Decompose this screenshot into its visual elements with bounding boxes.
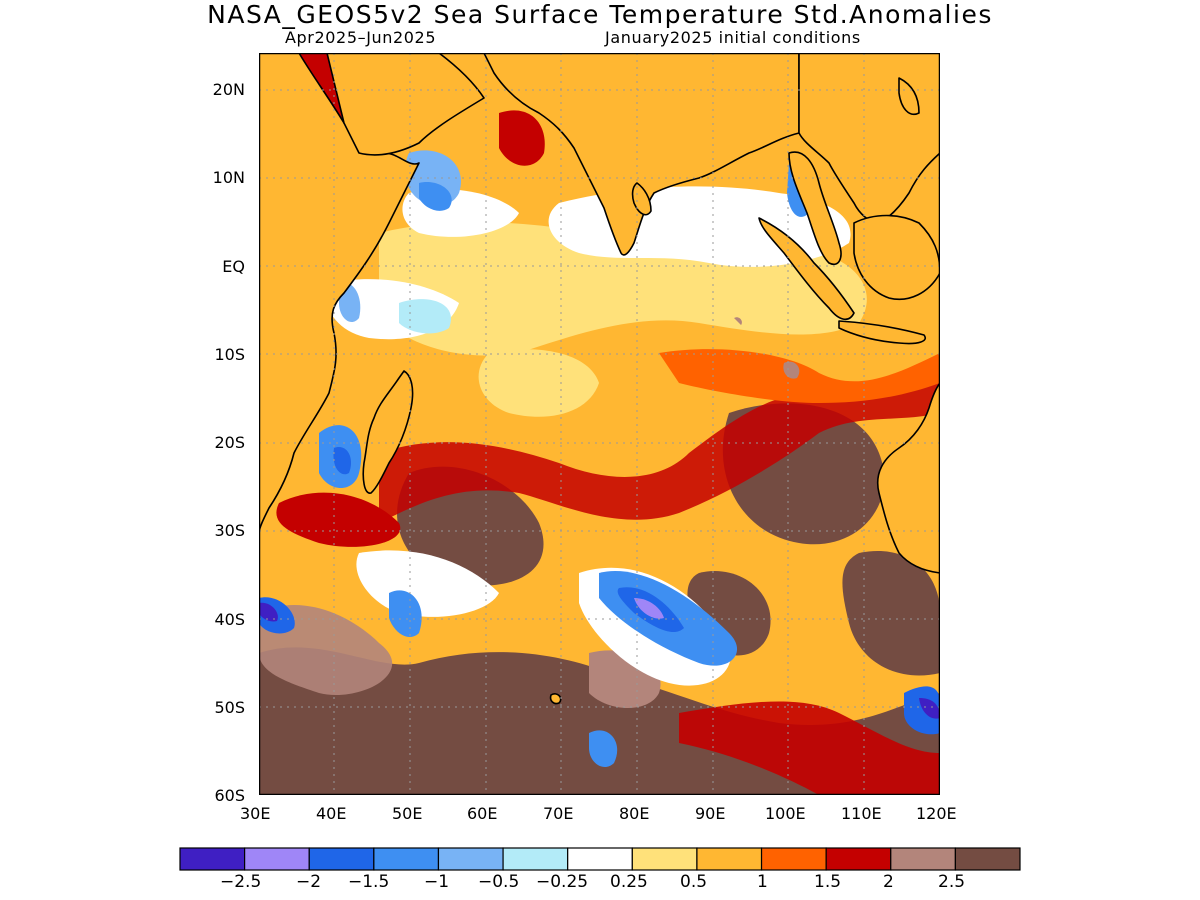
colorbar-label: 0.25: [610, 872, 648, 892]
sst-anomaly-map: [259, 53, 940, 795]
colorbar-swatch: [567, 847, 633, 871]
lon-label: 80E: [619, 804, 650, 823]
initial-conditions: January2025 initial conditions: [605, 28, 861, 47]
colorbar-label: −2: [296, 872, 322, 892]
colorbar-label: 1.5: [814, 872, 842, 892]
colorbar-swatch: [244, 847, 310, 871]
lon-label: 70E: [543, 804, 574, 823]
colorbar-label: 1: [757, 872, 768, 892]
lon-label: 40E: [316, 804, 347, 823]
grid: [259, 53, 940, 795]
lon-label: 60E: [467, 804, 498, 823]
lat-label: EQ: [222, 257, 245, 276]
colorbar-swatch: [825, 847, 892, 871]
lon-label: 50E: [392, 804, 423, 823]
lat-label: 20S: [214, 433, 245, 452]
land: [259, 53, 940, 705]
colorbar-label: −1.5: [348, 872, 390, 892]
lat-label: 50S: [214, 698, 245, 717]
colorbar-swatch: [890, 847, 956, 871]
lat-label: 20N: [212, 80, 245, 99]
colorbar-label: 2: [883, 872, 894, 892]
lon-label: 90E: [695, 804, 726, 823]
colorbar-label: −1: [424, 872, 450, 892]
colorbar-swatch: [179, 847, 246, 871]
lon-label: 100E: [765, 804, 806, 823]
forecast-period: Apr2025–Jun2025: [285, 28, 437, 47]
lat-label: 60S: [214, 786, 245, 805]
lat-label: 40S: [214, 610, 245, 629]
colorbar-label: −2.5: [220, 872, 262, 892]
colorbar-swatch: [502, 847, 569, 871]
lat-label: 30S: [214, 521, 245, 540]
colorbar-swatch: [696, 847, 763, 871]
colorbar-label: 0.5: [680, 872, 708, 892]
chart-title: NASA_GEOS5v2 Sea Surface Temperature Std…: [207, 0, 993, 29]
colorbar-swatch: [954, 847, 1021, 871]
lon-label: 120E: [916, 804, 957, 823]
colorbar-swatch: [308, 847, 375, 871]
map-frame: [259, 53, 940, 795]
lat-label: 10S: [214, 345, 245, 364]
colorbar-label: −0.5: [478, 872, 520, 892]
lon-label: 30E: [240, 804, 271, 823]
colorbar-swatch: [373, 847, 440, 871]
colorbar-swatch: [631, 847, 698, 871]
colorbar-label: −0.25: [536, 872, 589, 892]
colorbar-swatch: [760, 847, 827, 871]
colorbar: [179, 847, 1021, 871]
colorbar-swatch: [437, 847, 504, 871]
lon-label: 110E: [841, 804, 882, 823]
lat-label: 10N: [212, 168, 245, 187]
colorbar-label: 2.5: [938, 872, 966, 892]
